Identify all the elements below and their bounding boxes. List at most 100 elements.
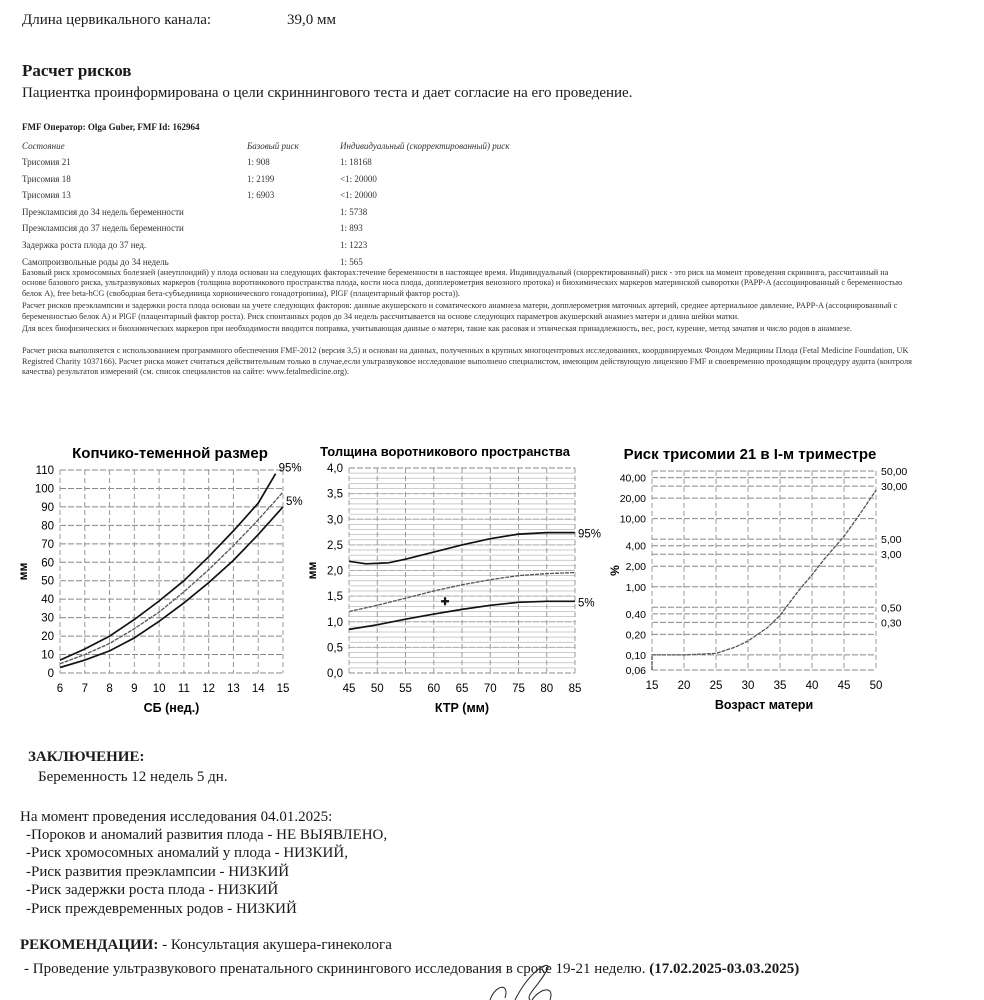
x-tick-label: 55 — [399, 683, 412, 695]
row-base-risk: 1: 6903 — [247, 190, 275, 201]
y-tick-label: 2,5 — [327, 540, 343, 552]
y-tick-label: 0,10 — [626, 650, 647, 662]
x-tick-label: 45 — [838, 680, 851, 692]
series-line — [348, 600, 575, 631]
cervical-length-value: 39,0 мм — [287, 12, 336, 28]
recommendation-2-line: - Проведение ультразвукового пренатально… — [24, 961, 799, 978]
conclusion-item: -Риск развития преэклампсии - НИЗКИЙ — [26, 863, 290, 880]
x-axis-label: Возраст матери — [715, 698, 813, 712]
y-tick-label: 3,5 — [327, 489, 343, 501]
y-tick-label: 0 — [48, 668, 54, 680]
recommendation-2: - Проведение ультразвукового пренатально… — [24, 961, 650, 977]
row-individual-risk: 1: 18168 — [340, 157, 372, 167]
y-tick-label: 30 — [41, 613, 54, 625]
x-tick-label: 13 — [227, 683, 240, 695]
recommendations-line: РЕКОМЕНДАЦИИ: - Консультация акушера-гин… — [20, 937, 392, 954]
y-tick-label: 0,40 — [626, 609, 647, 621]
row-condition: Трисомия 13 — [22, 190, 71, 201]
series-label: 95% — [279, 463, 302, 475]
y-tick-label: 0,50 — [881, 602, 902, 614]
row-individual-risk: 1: 893 — [340, 223, 363, 234]
cervical-length-label: Длина цервикального канала: — [22, 12, 212, 28]
series-label: 5% — [578, 597, 595, 609]
series-label: 5% — [286, 496, 303, 508]
y-tick-label: 70 — [41, 539, 54, 551]
series-line — [59, 506, 284, 669]
header-base-risk: Базовый риск — [247, 141, 299, 151]
series-line — [348, 531, 575, 565]
y-tick-label: 2,00 — [626, 561, 647, 573]
header-condition: Состояние — [22, 141, 65, 151]
y-tick-label: 100 — [35, 483, 54, 495]
row-condition: Трисомия 21 — [22, 157, 71, 167]
row-base-risk: 1: 908 — [247, 157, 270, 167]
y-tick-label: 1,5 — [327, 591, 343, 603]
chart-title: Толщина воротникового пространства — [320, 444, 571, 459]
x-tick-label: 80 — [540, 683, 553, 695]
x-tick-label: 20 — [678, 680, 691, 692]
y-axis-label: % — [608, 565, 622, 576]
chart-title: Риск трисомии 21 в I-м триместре — [624, 446, 877, 463]
series-line — [651, 489, 877, 670]
series-line — [59, 491, 284, 665]
conclusion-item: -Риск хромосомных аномалий у плода - НИЗ… — [26, 845, 348, 862]
y-tick-label: 3,0 — [327, 514, 343, 526]
y-tick-label: 50 — [41, 576, 54, 588]
y-tick-label: 5,00 — [881, 534, 902, 546]
y-tick-label: 30,00 — [881, 481, 907, 493]
pregnancy-term: Беременность 12 недель 5 дн. — [38, 769, 228, 785]
row-condition: Преэклампсия до 34 недель беременности — [22, 206, 184, 217]
chart-3: Риск трисомии 21 в I-м триместре 0,06 0,10… — [608, 446, 907, 712]
row-individual-risk: 1: 5738 — [340, 206, 368, 217]
x-tick-label: 10 — [153, 683, 166, 695]
y-tick-label: 90 — [41, 502, 54, 514]
section-title: Расчет рисков — [22, 61, 132, 80]
chart-title: Копчико-теменной размер — [72, 445, 268, 462]
y-tick-label: 40 — [41, 594, 54, 606]
x-tick-label: 9 — [131, 683, 137, 695]
y-tick-label: 50,00 — [881, 466, 907, 478]
x-tick-label: 30 — [742, 680, 755, 692]
x-tick-label: 7 — [82, 683, 88, 695]
conclusion-item: -Риск задержки роста плода - НИЗКИЙ — [26, 882, 279, 899]
measurement-marker — [441, 597, 450, 606]
x-tick-label: 65 — [456, 683, 469, 695]
operator-line: FMF Оператор: Olga Guber, FMF Id: 162964 — [22, 122, 200, 132]
y-tick-label: 4,0 — [327, 463, 343, 475]
x-tick-label: 15 — [646, 680, 659, 692]
x-tick-label: 6 — [57, 683, 63, 695]
header-individual-risk: Индивидуальный (скорректированный) риск — [340, 141, 510, 151]
x-axis-label: КТР (мм) — [435, 701, 489, 715]
y-tick-label: 0,0 — [327, 668, 343, 680]
y-tick-label: 1,0 — [327, 617, 343, 629]
x-tick-label: 35 — [774, 680, 787, 692]
info-paragraphs: Базовый риск хромосомных болезней (анеуп… — [22, 268, 912, 380]
x-tick-label: 85 — [569, 683, 582, 695]
y-axis-label: мм — [305, 562, 319, 580]
y-tick-label: 3,00 — [881, 549, 902, 561]
row-individual-risk: 1: 1223 — [340, 240, 368, 250]
y-tick-label: 110 — [36, 465, 54, 477]
x-tick-label: 75 — [512, 683, 525, 695]
y-tick-label: 20 — [41, 631, 54, 643]
row-base-risk: 1: 2199 — [247, 173, 275, 184]
x-tick-label: 14 — [252, 683, 265, 695]
x-tick-label: 25 — [710, 680, 723, 692]
x-tick-label: 8 — [106, 683, 112, 695]
y-tick-label: 40,00 — [620, 473, 646, 485]
x-tick-label: 60 — [427, 683, 440, 695]
y-axis-label: мм — [16, 563, 30, 581]
row-condition: Самопроизвольные роды до 34 недель — [22, 256, 169, 267]
series-label: 95% — [578, 529, 601, 541]
x-tick-label: 50 — [870, 680, 883, 692]
conclusion-title: ЗАКЛЮЧЕНИЕ: — [28, 749, 145, 765]
x-tick-label: 70 — [484, 683, 497, 695]
y-tick-label: 4,00 — [626, 541, 647, 553]
conclusion-item: -Пороков и аномалий развития плода - НЕ … — [26, 827, 388, 843]
recommendation-1: - Консультация акушера-гинеколога — [158, 937, 392, 953]
info-paragraph: Для всех биофизических и биохимических м… — [22, 324, 852, 334]
row-individual-risk: <1: 20000 — [340, 190, 377, 201]
y-tick-label: 80 — [41, 520, 54, 532]
x-axis-label: СБ (нед.) — [144, 701, 200, 715]
row-individual-risk: 1: 565 — [340, 256, 363, 267]
